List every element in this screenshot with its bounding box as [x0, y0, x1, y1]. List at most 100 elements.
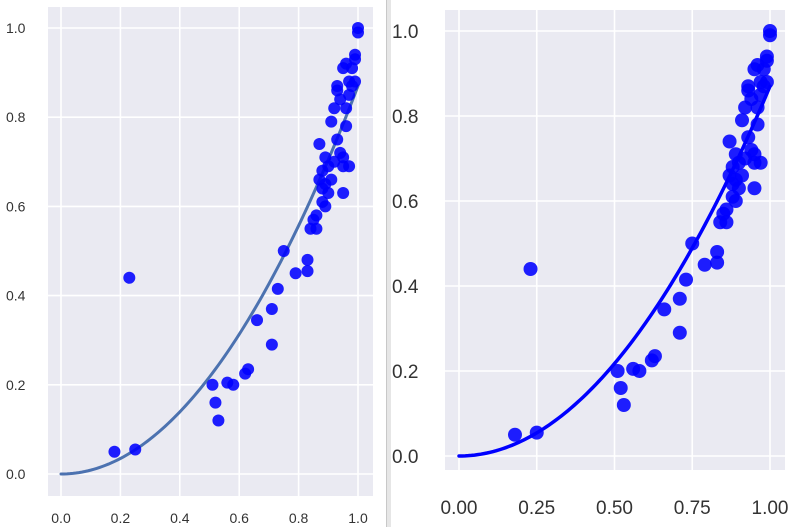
- y-tick-label: 0.8: [392, 107, 418, 128]
- data-point: [331, 133, 344, 146]
- x-tick-label: 0.25: [518, 498, 555, 519]
- data-point: [349, 75, 362, 88]
- data-point: [759, 53, 774, 68]
- data-point: [328, 102, 341, 115]
- data-point: [108, 445, 121, 458]
- panel-divider[interactable]: [386, 0, 391, 527]
- data-point: [337, 187, 350, 200]
- data-point: [679, 272, 694, 287]
- data-point: [328, 155, 341, 168]
- data-point: [697, 257, 712, 272]
- scatter-points: [507, 24, 777, 442]
- data-point: [632, 364, 647, 378]
- data-point: [206, 378, 219, 391]
- data-point: [352, 22, 364, 34]
- data-point: [319, 200, 332, 213]
- data-point: [209, 396, 222, 409]
- data-point: [340, 120, 353, 133]
- data-point: [747, 181, 762, 196]
- data-point: [759, 75, 774, 89]
- data-point: [322, 187, 335, 200]
- x-tick-label: 0.6: [229, 510, 249, 526]
- data-point: [672, 325, 687, 340]
- data-point: [227, 378, 240, 391]
- y-tick-label: 0.6: [6, 198, 26, 214]
- y-tick-label: 1.0: [392, 22, 418, 43]
- data-point: [289, 267, 302, 280]
- data-point: [523, 262, 538, 276]
- x-tick-label: 0.75: [674, 498, 711, 519]
- data-point: [349, 53, 362, 66]
- y-tick-label: 0.6: [392, 192, 418, 213]
- data-point: [310, 209, 323, 222]
- x-tick-label: 0.8: [289, 510, 309, 526]
- data-point: [251, 314, 264, 327]
- data-point: [129, 443, 142, 456]
- y-tick-label: 0.2: [392, 362, 418, 383]
- data-point: [710, 245, 725, 259]
- data-point: [301, 265, 314, 278]
- plot-area: [48, 7, 373, 496]
- data-point: [325, 115, 338, 128]
- data-point: [301, 253, 314, 266]
- data-point: [277, 245, 290, 257]
- y-tick-label: 0.0: [392, 447, 418, 468]
- data-point: [741, 79, 756, 94]
- left-scatter-plot: 0.0 0.2 0.4 0.6 0.8 1.0 0.0 0.2 0.4 0.6 0.8 1.0: [6, 7, 373, 526]
- x-tick-label: 1.00: [752, 498, 789, 519]
- data-point: [722, 134, 737, 149]
- data-point: [325, 173, 338, 186]
- data-point: [123, 271, 136, 284]
- data-point: [763, 24, 777, 38]
- x-tick-label: 0.50: [596, 498, 633, 519]
- x-tick-label: 0.4: [170, 510, 190, 526]
- y-tick-label: 1.0: [6, 20, 26, 36]
- data-point: [719, 215, 734, 230]
- scatter-points: [108, 22, 364, 458]
- right-scatter-plot: 0.00 0.25 0.50 0.75 1.00 0.0 0.2 0.4 0.6 0.8 1.0: [392, 10, 789, 519]
- data-point: [750, 100, 765, 115]
- data-point: [741, 130, 756, 145]
- fit-curve: [59, 84, 360, 476]
- data-point: [340, 102, 353, 115]
- data-point: [337, 151, 350, 164]
- data-point: [334, 93, 347, 106]
- data-point: [753, 155, 768, 170]
- data-point: [728, 194, 743, 208]
- x-tick-label: 0.2: [111, 510, 131, 526]
- data-point: [529, 425, 544, 440]
- data-point: [212, 414, 225, 427]
- data-point: [735, 113, 750, 128]
- data-point: [657, 302, 672, 317]
- left-chart-panel: 0.0 0.2 0.4 0.6 0.8 1.0 0.0 0.2 0.4 0.6 0.8 1.0: [0, 0, 386, 527]
- y-tick-label: 0.8: [6, 109, 26, 125]
- data-point: [750, 117, 765, 132]
- data-point: [735, 168, 750, 183]
- y-tick-label: 0.2: [6, 377, 26, 393]
- data-point: [610, 364, 625, 378]
- data-point: [242, 363, 255, 376]
- data-point: [271, 282, 284, 295]
- data-point: [685, 236, 700, 251]
- data-point: [647, 349, 662, 364]
- x-tick-label: 1.0: [348, 510, 368, 526]
- x-tick-label: 0.0: [51, 510, 71, 526]
- data-point: [310, 222, 323, 235]
- gridlines: [445, 10, 785, 470]
- y-tick-label: 0.4: [392, 277, 419, 298]
- data-point: [672, 291, 687, 306]
- x-tick-label: 0.00: [441, 498, 478, 519]
- data-point: [343, 160, 356, 173]
- data-point: [265, 338, 278, 351]
- data-point: [710, 255, 725, 270]
- right-chart-panel: 0.00 0.25 0.50 0.75 1.00 0.0 0.2 0.4 0.6 0.8 1.0: [390, 0, 800, 527]
- y-tick-label: 0.0: [6, 466, 26, 482]
- y-tick-label: 0.4: [6, 288, 26, 304]
- data-point: [507, 427, 522, 442]
- data-point: [719, 202, 734, 217]
- data-point: [331, 79, 344, 92]
- data-point: [613, 381, 628, 395]
- data-point: [616, 398, 631, 412]
- fit-curve: [457, 84, 772, 458]
- data-point: [731, 181, 746, 196]
